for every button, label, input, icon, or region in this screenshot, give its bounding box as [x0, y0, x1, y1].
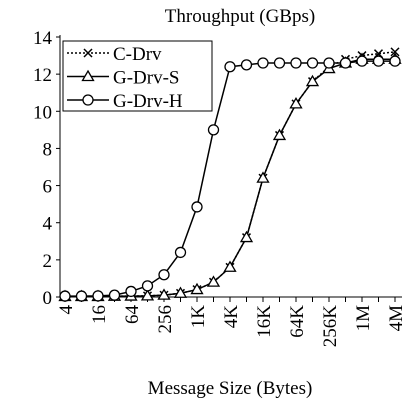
marker — [191, 201, 203, 213]
marker — [157, 288, 171, 300]
marker — [140, 289, 155, 301]
marker — [75, 290, 88, 302]
x-tick-label: 4 — [56, 305, 77, 315]
legend-label: C-Drv — [113, 44, 162, 65]
y-tick-label: 0 — [43, 288, 53, 309]
marker — [190, 282, 204, 295]
x-tick-label: 64 — [122, 305, 143, 325]
marker — [223, 260, 237, 272]
marker — [390, 47, 400, 57]
marker — [83, 48, 93, 58]
marker — [92, 290, 104, 302]
marker — [158, 269, 170, 281]
marker — [173, 286, 188, 298]
marker — [108, 289, 121, 301]
legend-label: G-Drv-H — [113, 91, 183, 112]
y-tick-label: 8 — [43, 139, 53, 160]
marker — [239, 230, 254, 243]
marker — [339, 57, 352, 69]
y-tick-label: 10 — [33, 102, 52, 123]
x-tick-label: 4M — [386, 305, 407, 332]
marker — [372, 55, 385, 67]
y-tick-label: 6 — [43, 177, 53, 198]
x-tick-label: 1M — [353, 305, 374, 332]
x-tick-label: 256K — [320, 305, 341, 348]
chart-title: Throughput (GBps) — [165, 6, 315, 27]
marker — [256, 171, 270, 183]
x-tick-label: 4K — [221, 305, 242, 329]
x-tick-label: 1K — [188, 305, 209, 329]
marker — [323, 57, 335, 69]
marker — [224, 61, 236, 73]
marker — [272, 128, 287, 141]
marker — [389, 55, 401, 67]
marker — [257, 57, 269, 69]
marker — [81, 69, 95, 82]
x-tick-label: 64K — [287, 305, 308, 338]
marker — [356, 55, 368, 67]
y-tick-label: 12 — [33, 65, 52, 86]
marker — [290, 57, 302, 69]
marker — [289, 97, 303, 109]
marker — [141, 280, 154, 292]
marker — [240, 59, 253, 71]
marker — [82, 94, 94, 106]
marker — [207, 124, 220, 136]
x-tick-label: 256 — [155, 305, 176, 334]
marker — [174, 246, 187, 259]
marker — [206, 275, 221, 287]
y-tick-label: 14 — [33, 28, 53, 49]
marker — [306, 57, 319, 69]
marker — [305, 74, 320, 87]
y-tick-label: 4 — [43, 214, 53, 235]
y-tick-label: 2 — [43, 251, 53, 272]
legend-label: G-Drv-S — [113, 68, 180, 89]
marker — [273, 57, 286, 69]
x-tick-label: 16K — [254, 305, 275, 338]
marker — [125, 285, 137, 298]
x-axis-label: Message Size (Bytes) — [148, 378, 313, 399]
x-tick-label: 16 — [89, 305, 110, 324]
marker — [59, 290, 71, 302]
